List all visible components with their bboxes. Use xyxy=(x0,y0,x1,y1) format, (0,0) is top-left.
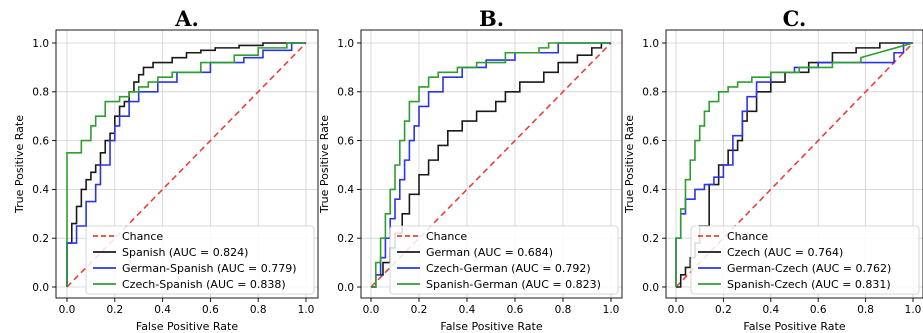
roc-panel-3: 0.0 0.2 0.4 0.6 0.8 1.0 0.0 0.2 0.4 0.6 0.8 1.0 C. Fa… xyxy=(623,6,923,333)
y-tick-label: 0.0 xyxy=(642,282,659,294)
x-tick-label: 1.0 xyxy=(298,304,315,316)
panel-title: C. xyxy=(783,6,807,31)
y-tick-label: 0.6 xyxy=(337,135,354,147)
y-tick-label: 1.0 xyxy=(32,38,49,50)
x-tick-label: 0.2 xyxy=(411,304,428,316)
y-axis-label: True Positive Rate xyxy=(13,115,26,214)
x-axis-label: False Positive Rate xyxy=(743,320,845,333)
legend-box xyxy=(690,225,920,295)
legend-entry: Spanish-German (AUC = 0.823) xyxy=(426,278,601,291)
legend: Chance Czech (AUC = 0.764) German-Czech (A… xyxy=(690,225,920,295)
legend-box xyxy=(85,225,315,295)
y-tick-label: 0.0 xyxy=(32,282,49,294)
x-tick-label: 0.8 xyxy=(555,304,572,316)
x-tick-label: 0.4 xyxy=(762,304,779,316)
y-tick-label: 0.6 xyxy=(32,135,49,147)
legend-box xyxy=(389,225,619,295)
legend-entry: Czech (AUC = 0.764) xyxy=(727,246,843,259)
legend: Chance German (AUC = 0.684) Czech-German (… xyxy=(389,225,619,295)
legend: Chance Spanish (AUC = 0.824) German-Spanis… xyxy=(85,225,315,295)
axes-frame xyxy=(665,29,923,299)
series-line-1 xyxy=(66,42,306,287)
x-tick-label: 1.0 xyxy=(905,304,922,316)
y-tick-label: 0.2 xyxy=(337,233,354,245)
x-tick-label: 0.0 xyxy=(363,304,380,316)
x-tick-label: 0.6 xyxy=(810,304,827,316)
x-tick-label: 0.6 xyxy=(202,304,219,316)
x-tick-label: 1.0 xyxy=(603,304,620,316)
y-tick-label: 0.8 xyxy=(337,87,354,99)
legend-entry: Chance xyxy=(426,230,467,243)
y-tick-label: 0.2 xyxy=(642,233,659,245)
y-tick-label: 0.8 xyxy=(32,87,49,99)
y-tick-label: 0.2 xyxy=(32,233,49,245)
series-line-3 xyxy=(371,42,611,288)
y-tick-label: 1.0 xyxy=(642,38,659,50)
legend-entry: German-Spanish (AUC = 0.779) xyxy=(122,262,297,275)
x-tick-label: 0.0 xyxy=(59,304,76,316)
y-tick-label: 0.8 xyxy=(642,87,659,99)
x-tick-label: 0.2 xyxy=(106,304,123,316)
y-axis-label: True Positive Rate xyxy=(318,115,331,214)
axes-frame xyxy=(55,29,319,299)
legend-entry: Czech-Spanish (AUC = 0.838) xyxy=(122,278,286,291)
panel-title: A. xyxy=(174,6,199,31)
y-tick-label: 0.4 xyxy=(642,184,659,196)
series-line-0 xyxy=(370,42,612,288)
y-tick-label: 0.4 xyxy=(32,184,49,196)
y-tick-label: 0.4 xyxy=(337,184,354,196)
y-tick-label: 0.6 xyxy=(642,135,659,147)
legend-entry: German (AUC = 0.684) xyxy=(426,246,553,259)
axes-frame xyxy=(360,29,623,299)
x-tick-label: 0.2 xyxy=(715,304,732,316)
x-tick-label: 0.4 xyxy=(154,304,171,316)
series-line-2 xyxy=(371,42,611,288)
series-group xyxy=(66,42,307,288)
x-axis-label: False Positive Rate xyxy=(136,320,238,333)
series-line-2 xyxy=(66,42,306,287)
series-line-0 xyxy=(675,42,914,288)
panel-title: B. xyxy=(479,6,504,31)
roc-panel-2: 0.0 0.2 0.4 0.6 0.8 1.0 0.0 0.2 0.4 0.6 0.8 1.0 B. Fa… xyxy=(318,6,623,333)
x-tick-label: 0.0 xyxy=(668,304,685,316)
x-tick-label: 0.6 xyxy=(507,304,524,316)
legend-entry: Chance xyxy=(122,230,163,243)
y-axis-label: True Positive Rate xyxy=(623,115,636,214)
x-tick-label: 0.4 xyxy=(459,304,476,316)
legend-entry: German-Czech (AUC = 0.762) xyxy=(727,262,891,275)
x-axis-label: False Positive Rate xyxy=(440,320,542,333)
legend-entry: Spanish (AUC = 0.824) xyxy=(122,246,248,259)
y-tick-label: 0.0 xyxy=(337,282,354,294)
legend-entry: Spanish-Czech (AUC = 0.831) xyxy=(727,278,891,291)
x-tick-label: 0.8 xyxy=(250,304,267,316)
legend-entry: Czech-German (AUC = 0.792) xyxy=(426,262,591,275)
y-tick-label: 1.0 xyxy=(337,38,354,50)
roc-panel-1: 0.0 0.2 0.4 0.6 0.8 1.0 0.0 0.2 0.4 0.6 0.8 1.0 A. Fa… xyxy=(13,6,319,333)
series-line-3 xyxy=(675,42,914,287)
series-line-0 xyxy=(66,42,307,288)
x-tick-label: 0.8 xyxy=(857,304,874,316)
legend-entry: Chance xyxy=(727,230,768,243)
series-line-3 xyxy=(66,42,306,287)
